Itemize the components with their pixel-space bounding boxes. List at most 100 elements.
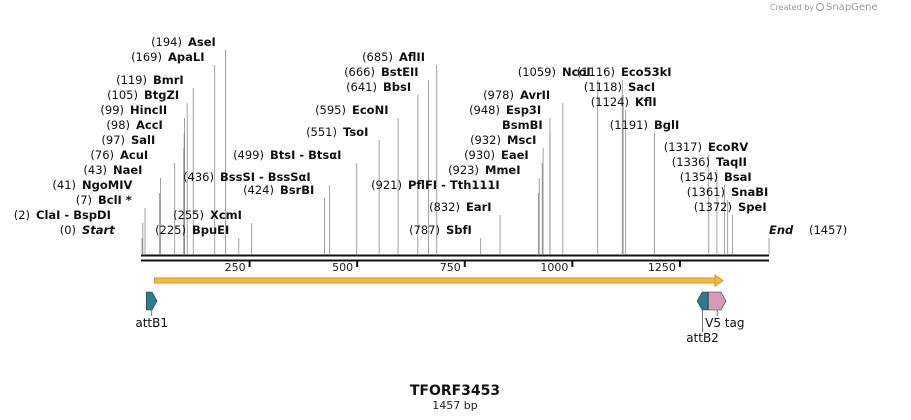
site-name-label: TaqII — [716, 155, 747, 169]
site-position-label: (832) — [429, 200, 460, 214]
site-position-label: (551) — [306, 125, 337, 139]
site-name-label: SpeI — [738, 200, 767, 214]
site-name-label: KflI — [635, 95, 657, 109]
site-position-label: (1118) — [584, 80, 622, 94]
site-position-label: (641) — [346, 80, 377, 94]
site-position-label: (595) — [315, 103, 346, 117]
site-name-label: NaeI — [113, 163, 142, 177]
site-position-label: (948) — [469, 103, 500, 117]
site-name-label: BsmBI — [502, 118, 543, 132]
site-name-label: BsrBI — [280, 183, 314, 197]
site-position-label: (499) — [233, 148, 264, 162]
feature-label: attB1 — [135, 316, 168, 330]
site-name-label: BclI * — [98, 193, 132, 207]
site-position-label: (1354) — [680, 170, 718, 184]
site-position-label: (666) — [344, 65, 375, 79]
site-name-label: EcoNI — [352, 103, 388, 117]
site-name-label: EaeI — [501, 148, 529, 162]
site-name-label: BmrI — [153, 73, 184, 87]
feature-label: attB2 — [686, 331, 719, 345]
site-position-label: (978) — [483, 88, 514, 102]
site-position-label: (1059) — [518, 65, 556, 79]
site-position-label: (923) — [448, 163, 479, 177]
site-name-label: AflII — [399, 50, 425, 64]
site-position-label: (1372) — [694, 200, 732, 214]
site-position-label: (921) — [371, 178, 402, 192]
site-name-label: AcuI — [120, 148, 148, 162]
site-position-label: (225) — [155, 223, 186, 237]
snapgene-logo-icon — [816, 3, 824, 11]
site-name-label: NcoI — [562, 65, 591, 79]
site-position-label: (99) — [100, 103, 124, 117]
site-position-label: (119) — [116, 73, 147, 87]
site-name-label: Eco53kI — [621, 65, 672, 79]
site-position-label: (194) — [151, 35, 182, 49]
site-name-label: SalI — [131, 133, 155, 147]
site-name-label: SnaBI — [731, 185, 768, 199]
site-name-label: BpuEI — [192, 223, 229, 237]
ruler-tick-label: 1000 — [540, 261, 568, 274]
site-position-label: (169) — [131, 50, 162, 64]
site-name-label: End — [769, 223, 794, 237]
site-name-label: HincII — [130, 103, 167, 117]
site-name-label: Start — [82, 223, 115, 237]
site-position-label: (105) — [107, 88, 138, 102]
site-position-label: (1116) — [577, 65, 615, 79]
site-position-label: (1457) — [809, 223, 847, 237]
site-name-label: BtgZI — [144, 88, 179, 102]
watermark: Created by SnapGene — [770, 2, 878, 13]
orf-layer — [153, 274, 724, 287]
site-position-label: (7) — [76, 193, 92, 207]
site-position-label: (787) — [409, 223, 440, 237]
site-position-label: (255) — [173, 208, 204, 222]
site-name-label: PflFI - Tth111I — [408, 178, 500, 192]
site-name-label: SbfI — [446, 223, 472, 237]
site-position-label: (98) — [106, 118, 130, 132]
site-name-label: ClaI - BspDI — [36, 208, 111, 222]
site-position-label: (0) — [60, 223, 76, 237]
ruler-tick-label: 500 — [332, 261, 353, 274]
watermark-prefix: Created by — [770, 3, 814, 12]
construct-name: TFORF3453 — [410, 383, 500, 399]
site-name-label: TsoI — [343, 125, 368, 139]
site-position-label: (97) — [101, 133, 125, 147]
site-position-label: (76) — [90, 148, 114, 162]
ruler: 250 500 750 1000 1250 — [225, 261, 681, 274]
site-labels: (0) Start (2) ClaI - BspDI(7) BclI * (41) NgoM… — [14, 35, 848, 237]
site-name-label: BsaI — [724, 170, 752, 184]
site-name-label: BstEII — [381, 65, 419, 79]
orf-bar — [153, 277, 716, 284]
site-position-label: (685) — [362, 50, 393, 64]
site-position-label: (1336) — [672, 155, 710, 169]
site-name-label: Esp3I — [506, 103, 541, 117]
site-position-label: (932) — [470, 133, 501, 147]
site-name-label: MscI — [507, 133, 536, 147]
site-name-label: AseI — [188, 35, 216, 49]
feature-arrow — [146, 291, 158, 311]
site-position-label: (2) — [14, 208, 30, 222]
backbone — [141, 254, 769, 262]
site-name-label: BtsI - BtsαI — [270, 148, 341, 162]
site-name-label: EcoRV — [708, 140, 748, 154]
ruler-tick-label: 750 — [440, 261, 461, 274]
site-name-label: NgoMIV — [82, 178, 132, 192]
site-position-label: (1361) — [687, 185, 725, 199]
site-name-label: AvrII — [520, 88, 550, 102]
site-position-label: (930) — [464, 148, 495, 162]
site-name-label: XcmI — [210, 208, 242, 222]
site-name-label: BbsI — [383, 80, 411, 94]
site-position-label: (436) — [183, 170, 214, 184]
site-position-label: (1191) — [610, 118, 648, 132]
site-position-label: (43) — [83, 163, 107, 177]
site-position-label: (41) — [52, 178, 76, 192]
site-name-label: EarI — [466, 200, 492, 214]
site-position-label: (1124) — [591, 95, 629, 109]
orf-arrowhead-icon — [714, 274, 724, 287]
ruler-tick-label: 1250 — [648, 261, 676, 274]
feature-arrow — [696, 291, 709, 311]
feature-arrow — [708, 291, 727, 311]
site-position-label: (1317) — [664, 140, 702, 154]
site-name-label: ApaLI — [168, 50, 205, 64]
